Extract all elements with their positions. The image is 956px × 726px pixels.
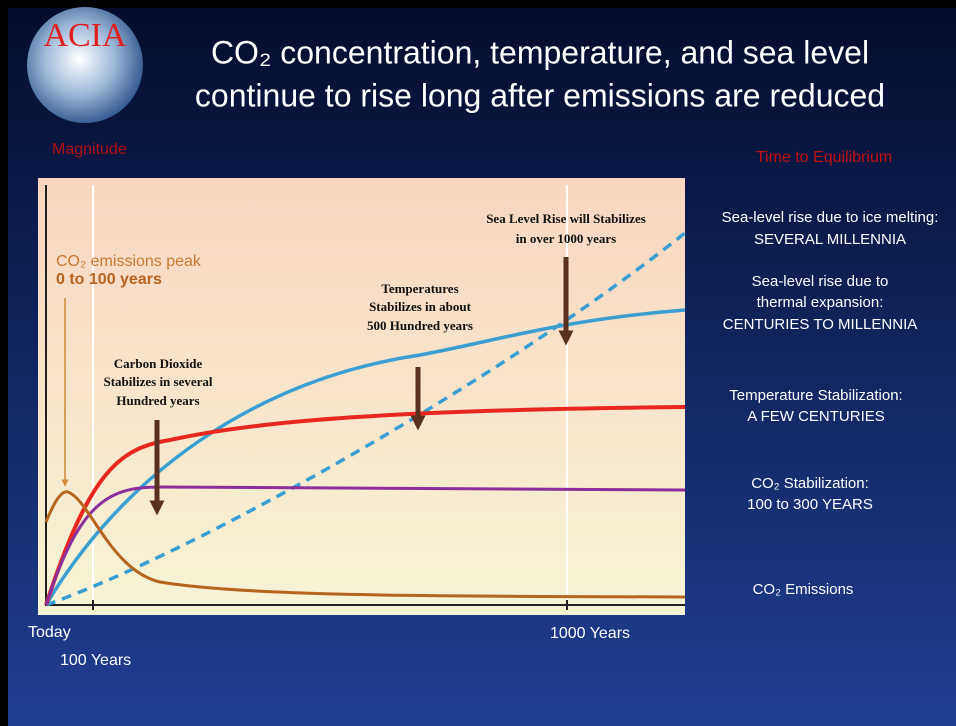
peak-label: CO₂ emissions peak <box>56 253 202 270</box>
title-line: continue to rise long after emissions ar… <box>195 77 885 113</box>
annotation: in over 1000 years <box>516 231 617 246</box>
equilibrium-text: Temperature Stabilization: <box>729 387 902 404</box>
peak-label: 0 to 100 years <box>56 271 162 288</box>
equilibrium-text: CO₂ Stabilization: <box>751 475 869 492</box>
annotation: Carbon Dioxide <box>114 356 203 371</box>
sea-level-thermal-curve <box>44 308 686 606</box>
temperature-curve <box>44 405 686 606</box>
emissions-curve <box>44 490 686 599</box>
annotation: Temperatures <box>381 281 458 296</box>
equilibrium-text: Sea-level rise due to <box>752 273 889 290</box>
chart-panel <box>38 178 685 615</box>
equilibrium-text: A FEW CENTURIES <box>747 408 885 425</box>
equilibrium-text: CO₂ Emissions <box>753 581 854 598</box>
equilibrium-text: 100 to 300 YEARS <box>747 496 873 513</box>
annotation: 500 Hundred years <box>367 318 473 333</box>
annotation: Stabilizes in several <box>103 374 212 389</box>
logo-text: ACIA <box>43 17 127 54</box>
equilibrium-text: Sea-level rise due to ice melting: <box>722 209 939 226</box>
annotation: Stabilizes in about <box>369 299 472 314</box>
x-label: Today <box>28 624 71 641</box>
equilibrium-label: Time to Equilibrium <box>756 149 892 166</box>
magnitude-label: Magnitude <box>52 141 127 158</box>
co2-curve <box>44 485 686 606</box>
x-label: 100 Years <box>60 652 131 669</box>
annotation: Sea Level Rise will Stabilizes <box>486 211 646 226</box>
globe-logo <box>27 7 143 123</box>
title-line: CO₂ concentration, temperature, and sea … <box>211 34 869 70</box>
equilibrium-text: CENTURIES TO MILLENNIA <box>723 316 918 333</box>
sea-level-ice-curve <box>45 231 687 607</box>
annotation: Hundred years <box>116 393 199 408</box>
equilibrium-text: SEVERAL MILLENNIA <box>754 231 906 248</box>
x-label: 1000 Years <box>550 625 630 642</box>
equilibrium-text: thermal expansion: <box>757 294 884 311</box>
